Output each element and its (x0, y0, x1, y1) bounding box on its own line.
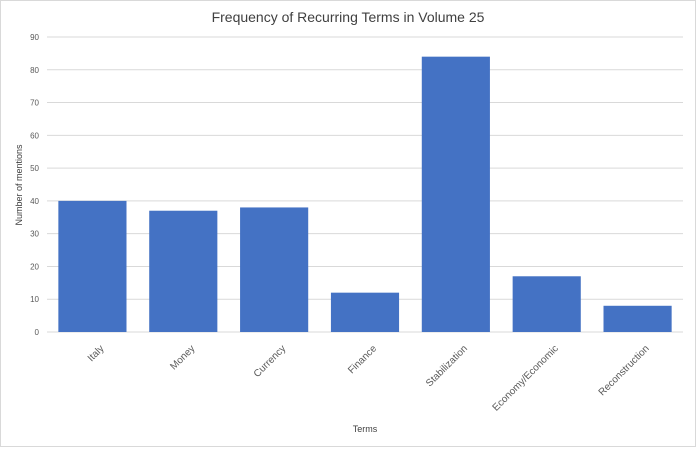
x-tick-label: Italy (86, 343, 107, 364)
chart-title: Frequency of Recurring Terms in Volume 2… (212, 9, 485, 25)
bar-italy (58, 200, 127, 332)
y-axis-label: Number of mentions (14, 144, 24, 226)
x-tick-label: Finance (346, 343, 379, 376)
x-tick-label: Stabilization (424, 343, 470, 389)
x-axis-ticks: Italy Money Currency Finance Stabilization Ec… (86, 343, 652, 414)
x-axis-label: Terms (353, 424, 378, 434)
y-tick-label: 90 (30, 33, 39, 42)
bars (58, 56, 672, 333)
y-tick-label: 20 (30, 262, 39, 271)
y-tick-label: 10 (30, 295, 39, 304)
bar-finance (330, 292, 400, 332)
x-tick-label: Economy/Economic (491, 343, 561, 413)
y-tick-label: 70 (30, 99, 39, 108)
y-tick-label: 80 (30, 66, 39, 75)
y-tick-label: 60 (30, 131, 39, 140)
bar-currency (240, 207, 309, 332)
x-tick-label: Reconstruction (597, 343, 652, 398)
y-tick-label: 30 (30, 230, 39, 239)
x-tick-label: Money (168, 343, 197, 372)
y-tick-label: 50 (30, 164, 39, 173)
gridlines (47, 36, 683, 333)
x-tick-label: Currency (252, 343, 288, 379)
bar-reconstruction (603, 305, 672, 332)
bar-money (149, 210, 218, 332)
bar-stabilization (421, 56, 490, 333)
y-axis-ticks: 0 10 20 30 40 50 60 70 80 90 (30, 33, 39, 337)
y-tick-label: 40 (30, 197, 39, 206)
y-tick-label: 0 (35, 328, 40, 337)
bar-economy-economic (512, 276, 581, 332)
